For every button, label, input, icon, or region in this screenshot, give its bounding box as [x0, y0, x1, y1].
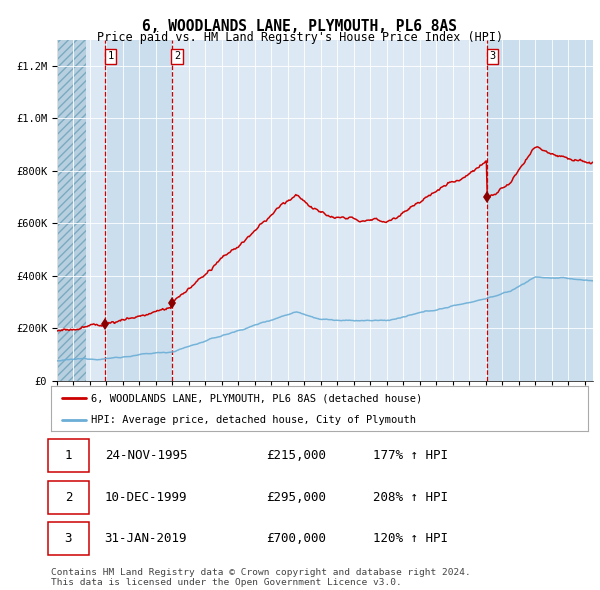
Text: 1: 1: [107, 51, 113, 61]
Text: 2: 2: [65, 490, 72, 504]
Text: 2: 2: [174, 51, 181, 61]
Text: £295,000: £295,000: [266, 490, 326, 504]
Text: 6, WOODLANDS LANE, PLYMOUTH, PL6 8AS: 6, WOODLANDS LANE, PLYMOUTH, PL6 8AS: [143, 19, 458, 34]
FancyBboxPatch shape: [49, 522, 89, 555]
Text: 208% ↑ HPI: 208% ↑ HPI: [373, 490, 448, 504]
Text: Price paid vs. HM Land Registry's House Price Index (HPI): Price paid vs. HM Land Registry's House …: [97, 31, 503, 44]
Text: 3: 3: [65, 532, 72, 545]
Text: Contains HM Land Registry data © Crown copyright and database right 2024.
This d: Contains HM Land Registry data © Crown c…: [51, 568, 471, 587]
Text: 1: 1: [65, 449, 72, 463]
Text: 3: 3: [490, 51, 496, 61]
Text: HPI: Average price, detached house, City of Plymouth: HPI: Average price, detached house, City…: [91, 415, 416, 425]
Text: 6, WOODLANDS LANE, PLYMOUTH, PL6 8AS (detached house): 6, WOODLANDS LANE, PLYMOUTH, PL6 8AS (de…: [91, 394, 422, 404]
FancyBboxPatch shape: [49, 440, 89, 472]
Text: 31-JAN-2019: 31-JAN-2019: [105, 532, 187, 545]
Bar: [487, 40, 593, 381]
Text: £215,000: £215,000: [266, 449, 326, 463]
Text: 120% ↑ HPI: 120% ↑ HPI: [373, 532, 448, 545]
Text: £700,000: £700,000: [266, 532, 326, 545]
Text: 177% ↑ HPI: 177% ↑ HPI: [373, 449, 448, 463]
Bar: [57, 40, 86, 381]
Text: 24-NOV-1995: 24-NOV-1995: [105, 449, 187, 463]
Bar: [105, 40, 172, 381]
Text: 10-DEC-1999: 10-DEC-1999: [105, 490, 187, 504]
Bar: [57, 40, 86, 381]
FancyBboxPatch shape: [49, 481, 89, 513]
